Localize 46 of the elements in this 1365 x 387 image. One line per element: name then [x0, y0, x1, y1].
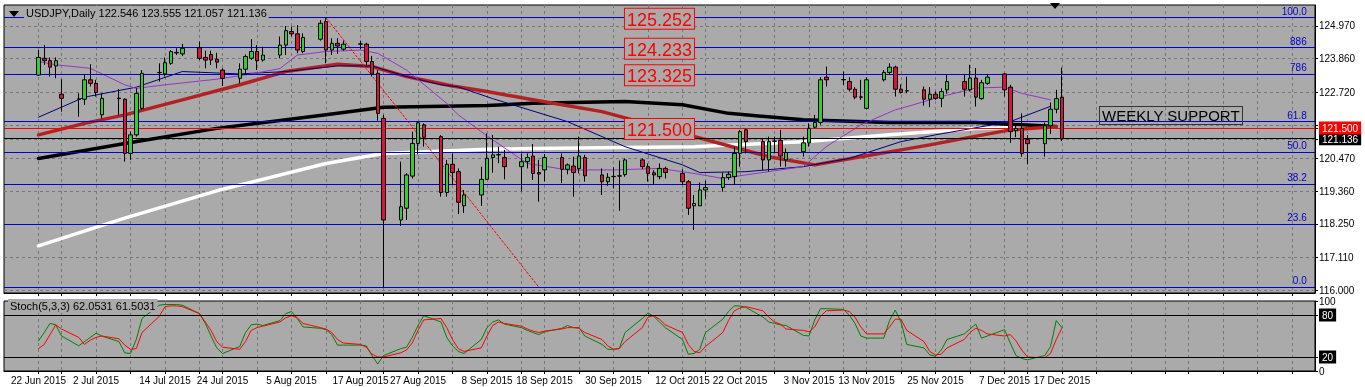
annotation: 61.8 [1287, 109, 1308, 121]
y-tick-label: 121.500 [1322, 123, 1359, 135]
y-tick-label: 124.970 [1319, 20, 1356, 32]
x-tick-label: 12 Oct 2015 [655, 374, 711, 386]
y-tick-label: 121.136 [1322, 133, 1359, 145]
annotation: 786 [1290, 62, 1308, 74]
x-tick-label: 25 Nov 2015 [907, 374, 965, 386]
x-tick-label: 7 Dec 2015 [978, 374, 1031, 386]
ref-line-label: 121.500 [626, 120, 693, 141]
x-tick-label: 17 Dec 2015 [1033, 374, 1091, 386]
y-tick-label: 119.360 [1319, 185, 1355, 197]
annotation: 50.0 [1287, 140, 1308, 152]
x-tick-label: 13 Nov 2015 [838, 374, 896, 386]
y-tick-label: 122.720 [1319, 86, 1356, 98]
y-tick-label: 100 [1319, 295, 1337, 307]
y-tick-label: 80 [1322, 310, 1334, 321]
ref-line-label: 124.233 [626, 39, 693, 60]
x-tick-label: 30 Sep 2015 [585, 374, 643, 386]
x-tick-label: 14 Jul 2015 [139, 374, 192, 386]
y-tick-label: 118.250 [1319, 218, 1355, 230]
x-tick-label: 18 Sep 2015 [516, 374, 574, 386]
annotation: 38.2 [1287, 172, 1308, 184]
chart-title: USDJPY,Daily 122.546 123.555 121.057 121.136 [26, 6, 267, 19]
annotation: 23.6 [1287, 212, 1308, 224]
ref-line-label: 125.252 [626, 9, 693, 30]
y-tick-label: 120.470 [1319, 152, 1356, 164]
y-tick-label: 0 [1319, 365, 1325, 377]
annotation: WEEKLY SUPPORT [1099, 106, 1243, 125]
x-tick-label: 2 Jul 2015 [72, 374, 120, 386]
y-tick-label: 123.860 [1319, 53, 1356, 65]
x-tick-label: 3 Nov 2015 [783, 374, 836, 386]
x-tick-label: 22 Oct 2015 [712, 374, 768, 386]
x-tick-label: 5 Aug 2015 [266, 374, 318, 386]
x-tick-label: 17 Aug 2015 [332, 374, 390, 386]
x-tick-label: 24 Jul 2015 [196, 374, 249, 386]
x-tick-label: 22 Jun 2015 [10, 374, 67, 386]
y-tick-label: 116.000 [1319, 284, 1355, 296]
x-tick-label: 27 Aug 2015 [389, 374, 447, 386]
y-tick-label: 20 [1322, 352, 1334, 363]
annotation: 100.0 [1281, 5, 1308, 17]
chart-title: Stoch(5,3,3) 62.0531 61.5031 [10, 299, 156, 312]
annotation: 0.0 [1292, 275, 1308, 287]
y-tick-label: 117.110 [1319, 251, 1355, 263]
annotation: 886 [1290, 35, 1308, 47]
ref-line-label: 123.325 [626, 66, 693, 87]
x-tick-label: 8 Sep 2015 [461, 374, 514, 386]
